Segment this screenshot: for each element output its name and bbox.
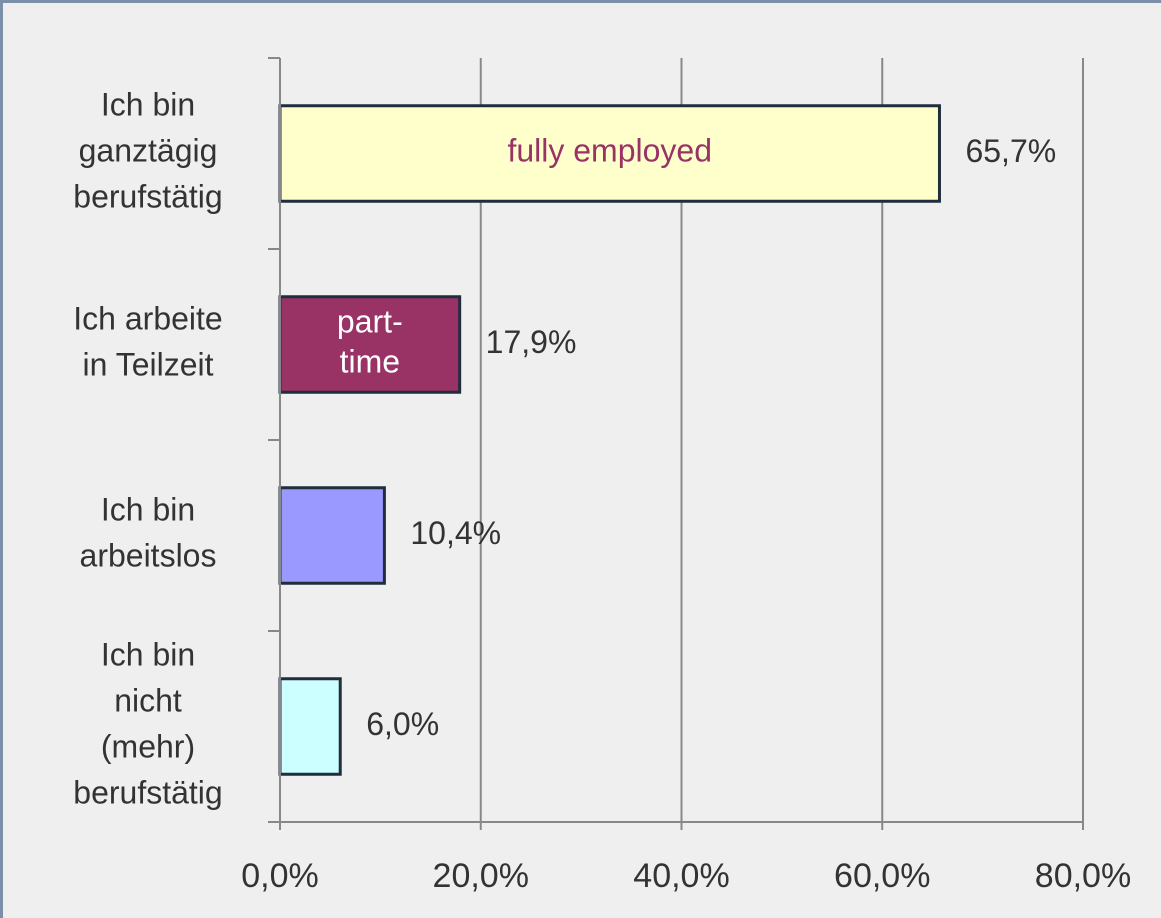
bar <box>278 486 386 585</box>
bar <box>278 677 342 776</box>
value-label: 17,9% <box>486 324 577 360</box>
bar-label-line: part- <box>337 304 403 340</box>
category-label-line: (mehr) <box>101 729 195 765</box>
bar <box>278 104 941 203</box>
category-label-line: Ich bin <box>101 637 195 673</box>
value-label: 10,4% <box>410 515 501 551</box>
bar-label-line: fully employed <box>507 133 712 169</box>
category-label-line: ganztägig <box>79 133 218 169</box>
category-label-line: berufstätig <box>73 775 222 811</box>
category-label-line: Ich bin <box>101 492 195 528</box>
category-label-line: Ich arbeite <box>73 301 222 337</box>
value-label: 6,0% <box>366 706 439 742</box>
bar-label: fully employed <box>507 133 712 169</box>
value-label: 65,7% <box>965 133 1056 169</box>
x-tick-label: 0,0% <box>241 857 319 895</box>
x-tick-label: 60,0% <box>834 857 930 895</box>
category-label: Ich arbeite in Teilzeit <box>73 301 222 383</box>
x-tick-label: 40,0% <box>633 857 729 895</box>
category-label-line: nicht <box>114 683 182 719</box>
category-label-line: Ich bin <box>101 87 195 123</box>
category-label: Ich bin nicht (mehr) berufstätig <box>73 637 222 811</box>
x-tick-label: 20,0% <box>433 857 529 895</box>
bar-label: part-time <box>337 304 403 380</box>
category-label: Ich bin arbeitslos <box>80 492 217 574</box>
bar <box>278 295 462 394</box>
category-label-line: arbeitslos <box>80 538 217 574</box>
x-tick-label: 80,0% <box>1035 857 1131 895</box>
bar-label-line: time <box>340 344 400 380</box>
category-label-line: berufstätig <box>73 179 222 215</box>
category-label: Ich bin ganztägig berufstätig <box>73 87 222 215</box>
category-label-line: in Teilzeit <box>82 347 213 383</box>
